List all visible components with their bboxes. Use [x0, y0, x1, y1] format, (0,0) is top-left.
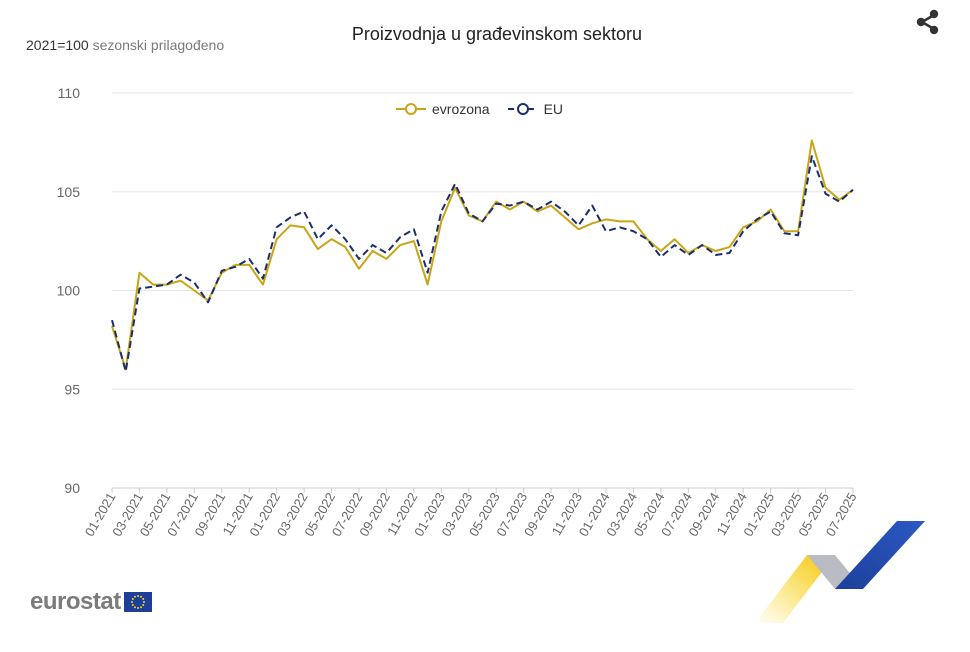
chart-title: Proizvodnja u građevinskom sektoru	[351, 24, 643, 44]
series-line-eu[interactable]	[111, 155, 854, 373]
y-tick-label: 110	[58, 85, 81, 101]
eurostat-logo[interactable]: eurostat	[30, 588, 152, 616]
chart-subtitle: 2021=100 sezonski prilagođeno	[26, 37, 224, 53]
y-tick-label: 100	[57, 283, 81, 299]
y-axis-ticks: 90 95 100 105 110	[57, 85, 81, 496]
share-icon[interactable]	[914, 8, 942, 36]
eu-flag-icon	[123, 592, 152, 612]
base-year-label: 2021=100	[26, 37, 89, 53]
eurostat-swoosh-graphic	[755, 521, 925, 623]
adjustment-note: sezonski prilagođeno	[92, 37, 225, 53]
legend-marker-eu	[507, 103, 538, 115]
legend-label-eurozone: evrozona	[432, 101, 490, 117]
series-line-eurozone[interactable]	[111, 139, 854, 371]
legend-label-eu: EU	[543, 101, 564, 117]
x-axis-ticks: 01-202103-202105-202107-202109-202111-20…	[82, 488, 860, 539]
y-tick-label: 105	[57, 184, 81, 200]
y-tick-label: 95	[64, 381, 80, 397]
y-tick-label: 90	[64, 480, 80, 496]
gridlines	[112, 92, 853, 489]
logo-text: eurostat	[30, 588, 121, 615]
legend-item-eu[interactable]: EU	[507, 101, 564, 117]
series-lines	[111, 139, 854, 373]
legend-marker-eurozone	[396, 103, 426, 115]
legend: evrozona EU	[396, 98, 563, 120]
legend-item-eurozone[interactable]: evrozona	[396, 101, 490, 117]
